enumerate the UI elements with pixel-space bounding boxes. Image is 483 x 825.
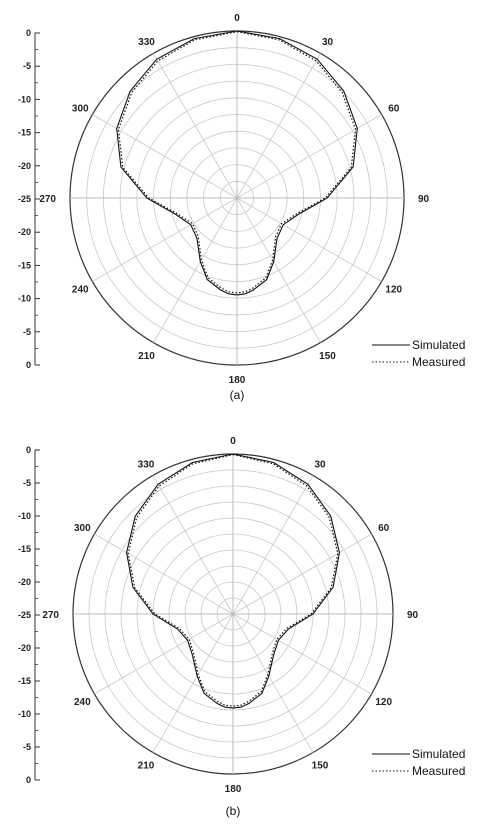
angle-label: 270 <box>42 610 59 621</box>
radial-tick-label: -5 <box>23 327 31 337</box>
grid-spoke <box>92 114 238 199</box>
angle-label: 180 <box>225 784 242 795</box>
grid-spoke <box>236 197 321 343</box>
radial-tick-label: -10 <box>18 94 31 104</box>
chart-caption: (b) <box>226 804 241 818</box>
angle-label: 120 <box>375 697 392 708</box>
angle-label: 60 <box>388 104 400 115</box>
radial-tick-label: -10 <box>18 709 31 719</box>
grid-spoke <box>232 533 372 615</box>
angle-label: 0 <box>230 436 236 447</box>
radial-tick-label: -20 <box>18 227 31 237</box>
polar-chart-b: 0 30 60 90 120 150 180 210 240 270 300 330 0 -5 -10 -15… <box>18 436 465 818</box>
radial-tick-label: 0 <box>26 360 31 370</box>
radial-tick-label: -5 <box>23 478 31 488</box>
grid-spoke <box>152 613 234 753</box>
angle-label: 240 <box>74 697 91 708</box>
grid-spoke <box>92 197 238 282</box>
legend-simulated-label: Simulated <box>412 747 465 761</box>
radial-tick-label: -15 <box>18 128 31 138</box>
grid-spoke <box>94 533 234 615</box>
angle-label: 180 <box>229 375 246 386</box>
grid-spoke <box>232 475 314 615</box>
angle-label: 60 <box>378 523 390 534</box>
grid-spoke <box>94 613 234 695</box>
radial-tick-label: -25 <box>18 194 31 204</box>
angle-label: 150 <box>312 761 329 772</box>
legend-measured-label: Measured <box>412 355 465 369</box>
grid-spoke <box>236 197 382 282</box>
radial-tick-label: -15 <box>18 260 31 270</box>
grid-spoke <box>232 613 372 695</box>
angle-label: 90 <box>418 194 430 205</box>
radial-tick-label: 0 <box>26 775 31 785</box>
angle-label: 210 <box>138 761 155 772</box>
radial-tick-label: -15 <box>18 544 31 554</box>
radial-tick-label: -20 <box>18 577 31 587</box>
legend-simulated-label: Simulated <box>412 338 465 352</box>
radial-tick-label: 0 <box>26 445 31 455</box>
grid-spoke <box>153 197 238 343</box>
radial-tick-label: 0 <box>26 28 31 38</box>
radial-tick-label: -5 <box>23 61 31 71</box>
angle-label: 300 <box>74 523 91 534</box>
angle-label: 330 <box>138 37 155 48</box>
angle-label: 150 <box>319 351 336 362</box>
grid-spoke <box>232 613 314 753</box>
grid-spoke <box>236 53 321 199</box>
legend-measured-label: Measured <box>412 764 465 778</box>
angle-label: 30 <box>314 459 326 470</box>
angle-label: 90 <box>407 610 419 621</box>
radial-tick-label: -10 <box>18 294 31 304</box>
angle-label: 240 <box>72 285 89 296</box>
series-measured-line <box>117 31 357 294</box>
radial-tick-label: -20 <box>18 161 31 171</box>
radial-tick-label: -10 <box>18 511 31 521</box>
radial-tick-label: -5 <box>23 742 31 752</box>
radial-tick-label: -20 <box>18 643 31 653</box>
angle-label: 0 <box>234 13 240 24</box>
series-simulated-line <box>116 30 358 296</box>
polar-chart-a: 0 30 60 90 120 150 180 210 240 270 300 330 0 -5 -10 -15… <box>18 13 465 402</box>
angle-label: 330 <box>138 459 155 470</box>
grid-spoke <box>153 53 238 199</box>
angle-label: 210 <box>138 351 155 362</box>
grid-spoke <box>152 475 234 615</box>
chart-caption: (a) <box>230 388 245 402</box>
grid-spoke <box>236 114 382 199</box>
series-simulated-line <box>126 453 340 709</box>
radial-tick-label: -25 <box>18 610 31 620</box>
angle-label: 120 <box>385 285 402 296</box>
angle-label: 30 <box>322 37 334 48</box>
radial-tick-label: -15 <box>18 676 31 686</box>
angle-label: 300 <box>72 104 89 115</box>
angle-label: 270 <box>39 194 56 205</box>
